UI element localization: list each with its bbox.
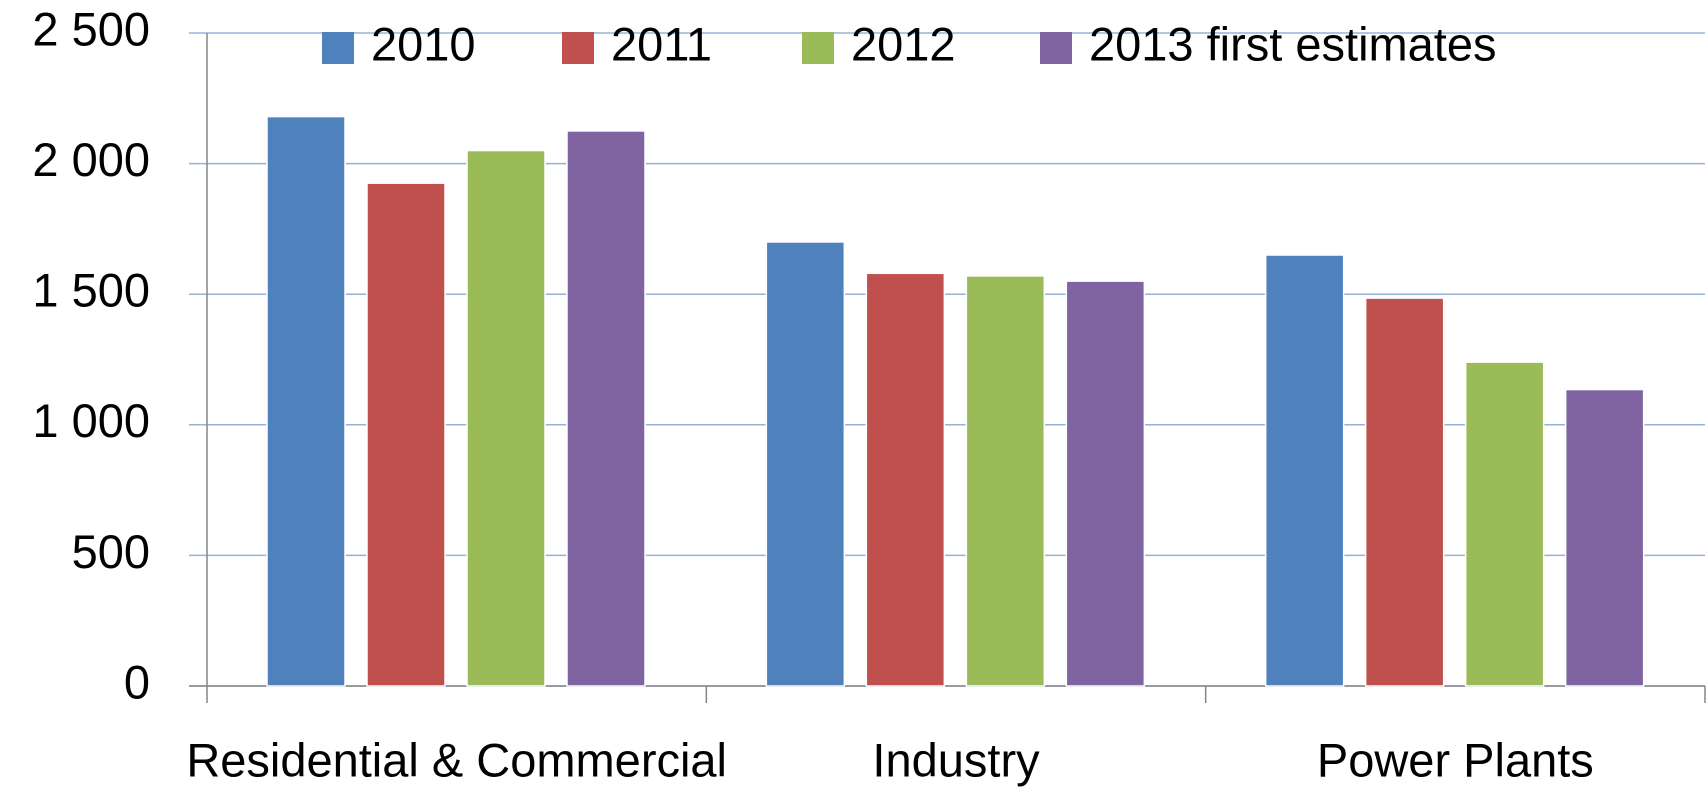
legend-label: 2012 [851,17,956,70]
y-tick-label: 1 500 [32,264,150,317]
bar [1364,297,1445,687]
bar [366,182,446,687]
bar [1065,280,1146,687]
y-tick-label: 1 000 [32,394,150,447]
x-tick-label: Power Plants [1317,733,1594,786]
legend-swatch [1040,32,1072,64]
bar [266,115,346,687]
legend-swatch [802,32,834,64]
x-tick-label: Residential & Commercial [186,733,727,786]
y-tick-label: 2 500 [32,2,150,55]
bar [865,272,946,687]
bar [765,241,846,687]
bar [566,130,646,687]
legend-label: 2011 [611,17,712,70]
bar [1264,254,1345,687]
legend-label: 2013 first estimates [1089,17,1497,70]
y-tick-label: 0 [124,655,150,708]
bar [1464,361,1545,687]
y-tick-label: 500 [72,525,150,578]
bar [466,149,546,687]
legend-swatch [322,32,354,64]
y-tick-label: 2 000 [32,133,150,186]
bar [1564,388,1645,687]
legend-swatch [562,32,594,64]
legend-label: 2010 [371,17,476,70]
bar [965,275,1046,687]
x-tick-label: Industry [872,733,1040,786]
